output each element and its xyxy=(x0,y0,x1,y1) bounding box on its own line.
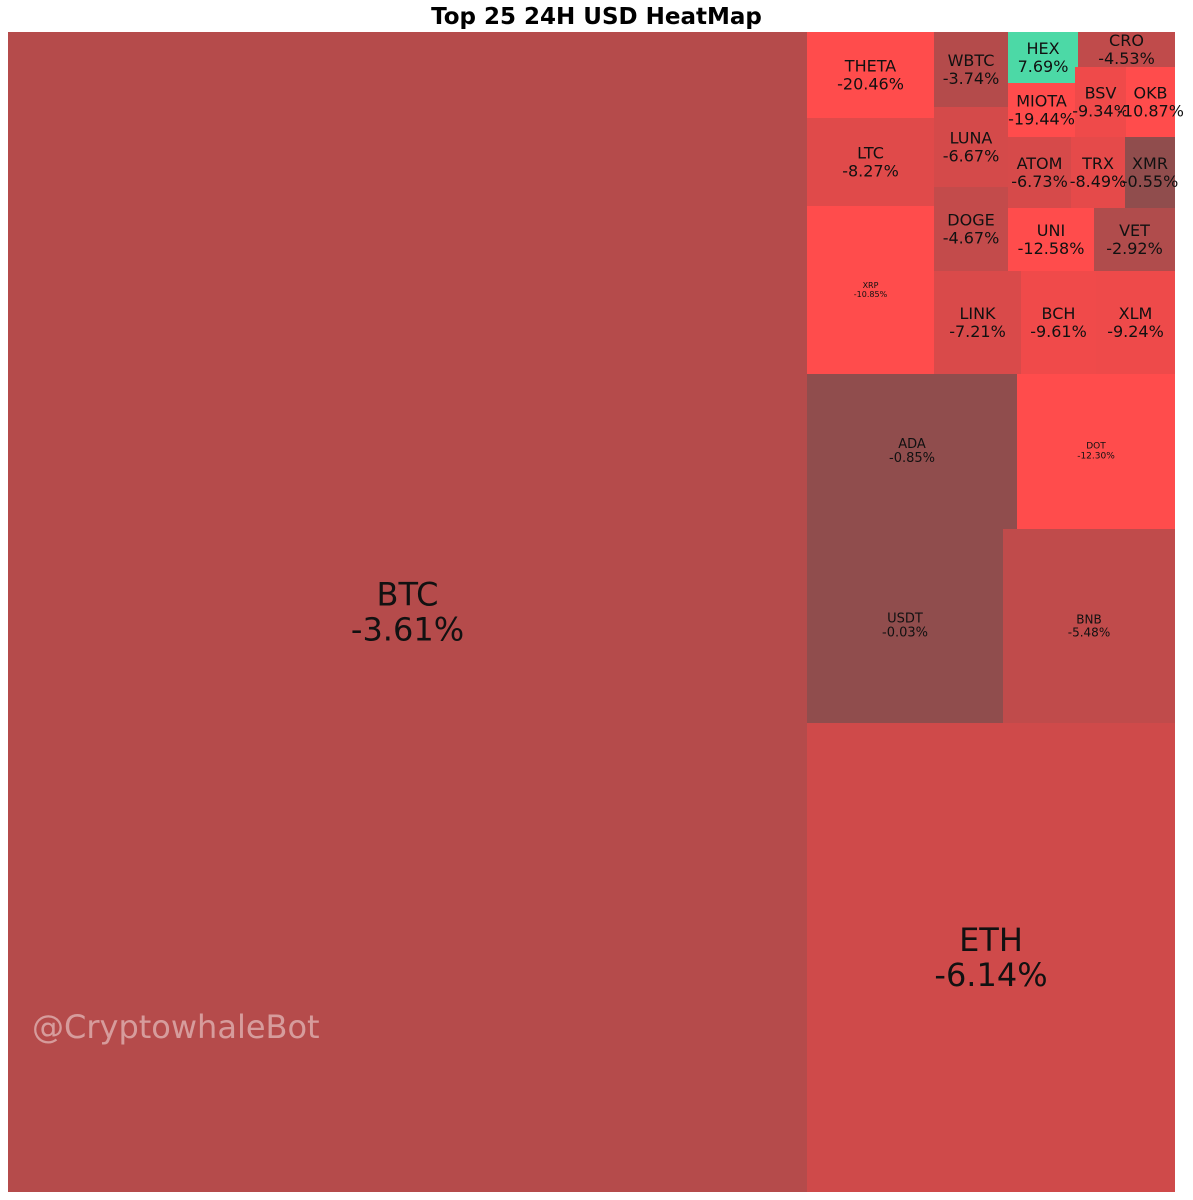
tile-symbol-theta: THETA xyxy=(844,57,896,76)
tile-usdt xyxy=(807,529,1003,723)
tile-dot xyxy=(1017,374,1175,529)
tile-hex xyxy=(1008,32,1078,83)
tile-symbol-xlm: XLM xyxy=(1119,304,1153,323)
tile-symbol-bch: BCH xyxy=(1042,304,1076,323)
tile-change-theta: -20.46% xyxy=(837,74,904,93)
tile-symbol-doge: DOGE xyxy=(947,211,994,230)
tile-wbtc xyxy=(934,32,1008,107)
tile-theta xyxy=(807,32,934,118)
tile-change-atom: -6.73% xyxy=(1011,172,1068,191)
tile-xrp xyxy=(807,206,934,374)
tile-change-luna: -6.67% xyxy=(943,146,1000,165)
tile-symbol-btc: BTC xyxy=(377,575,439,613)
tile-ltc xyxy=(807,118,934,206)
tile-symbol-uni: UNI xyxy=(1037,221,1065,240)
tile-doge xyxy=(934,187,1008,271)
tile-bch xyxy=(1021,271,1096,374)
tile-symbol-luna: LUNA xyxy=(950,129,993,148)
tile-cro xyxy=(1078,32,1175,67)
tile-eth xyxy=(807,723,1175,1192)
watermark: @CryptowhaleBot xyxy=(32,1008,320,1046)
tile-change-trx: -8.49% xyxy=(1070,172,1127,191)
tile-vet xyxy=(1094,208,1175,271)
tile-change-dot: -12.30% xyxy=(1077,451,1115,461)
tile-symbol-xrp: XRP xyxy=(863,281,879,290)
tile-symbol-atom: ATOM xyxy=(1017,154,1063,173)
tile-okb xyxy=(1126,67,1175,137)
tile-symbol-usdt: USDT xyxy=(887,611,923,626)
tile-change-ada: -0.85% xyxy=(889,451,935,466)
tile-symbol-vet: VET xyxy=(1119,221,1150,240)
tile-change-miota: -19.44% xyxy=(1008,109,1075,128)
tile-xmr xyxy=(1125,137,1175,208)
tile-change-btc: -3.61% xyxy=(351,611,464,649)
tile-luna xyxy=(934,107,1008,187)
tile-btc xyxy=(8,32,807,1192)
tile-change-doge: -4.67% xyxy=(943,228,1000,247)
tile-uni xyxy=(1008,208,1094,271)
tile-change-eth: -6.14% xyxy=(934,956,1047,994)
tile-symbol-miota: MIOTA xyxy=(1016,92,1067,111)
tile-change-hex: 7.69% xyxy=(1018,57,1069,76)
tile-symbol-wbtc: WBTC xyxy=(948,51,995,70)
tile-change-okb: -10.87% xyxy=(1117,101,1184,120)
tile-symbol-dot: DOT xyxy=(1086,442,1106,452)
tile-symbol-link: LINK xyxy=(959,304,996,323)
tile-atom xyxy=(1008,137,1071,208)
tile-symbol-ada: ADA xyxy=(898,437,926,452)
tile-symbol-xmr: XMR xyxy=(1132,154,1168,173)
tile-symbol-ltc: LTC xyxy=(857,144,884,163)
tile-trx xyxy=(1071,137,1125,208)
tile-symbol-eth: ETH xyxy=(959,921,1023,959)
tile-change-bsv: -9.34% xyxy=(1072,101,1129,120)
tile-change-xmr: -0.55% xyxy=(1122,172,1179,191)
tile-change-vet: -2.92% xyxy=(1106,239,1163,258)
tile-symbol-bnb: BNB xyxy=(1076,612,1101,626)
tile-link xyxy=(934,271,1021,374)
tile-change-usdt: -0.03% xyxy=(882,626,928,641)
tile-change-link: -7.21% xyxy=(949,322,1006,341)
tile-change-wbtc: -3.74% xyxy=(943,69,1000,88)
tile-symbol-okb: OKB xyxy=(1133,84,1167,103)
tile-change-bch: -9.61% xyxy=(1030,322,1087,341)
tile-xlm xyxy=(1096,271,1175,374)
tile-change-bnb: -5.48% xyxy=(1068,626,1110,640)
tile-symbol-trx: TRX xyxy=(1081,154,1114,173)
tile-change-cro: -4.53% xyxy=(1098,49,1155,68)
tile-ada xyxy=(807,374,1017,529)
tile-change-xrp: -10.85% xyxy=(854,290,888,299)
tile-symbol-hex: HEX xyxy=(1026,39,1059,58)
tile-symbol-bsv: BSV xyxy=(1085,84,1117,103)
tile-miota xyxy=(1008,83,1075,137)
tile-change-uni: -12.58% xyxy=(1018,239,1085,258)
tile-bsv xyxy=(1075,67,1126,137)
tile-bnb xyxy=(1003,529,1175,723)
tile-change-ltc: -8.27% xyxy=(842,161,899,180)
tile-change-xlm: -9.24% xyxy=(1107,322,1164,341)
tile-symbol-cro: CRO xyxy=(1109,31,1144,50)
chart-title: Top 25 24H USD HeatMap xyxy=(431,4,762,30)
